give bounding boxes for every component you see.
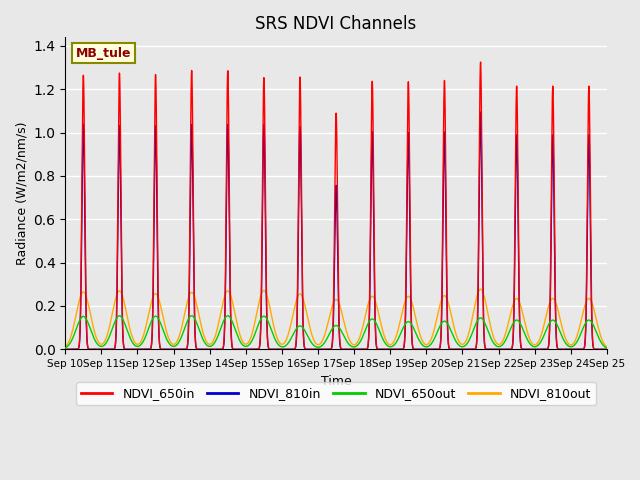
Text: MB_tule: MB_tule (76, 47, 132, 60)
Y-axis label: Radiance (W/m2/nm/s): Radiance (W/m2/nm/s) (15, 121, 28, 265)
X-axis label: Time: Time (321, 374, 351, 388)
Legend: NDVI_650in, NDVI_810in, NDVI_650out, NDVI_810out: NDVI_650in, NDVI_810in, NDVI_650out, NDV… (76, 383, 596, 406)
Title: SRS NDVI Channels: SRS NDVI Channels (255, 15, 417, 33)
